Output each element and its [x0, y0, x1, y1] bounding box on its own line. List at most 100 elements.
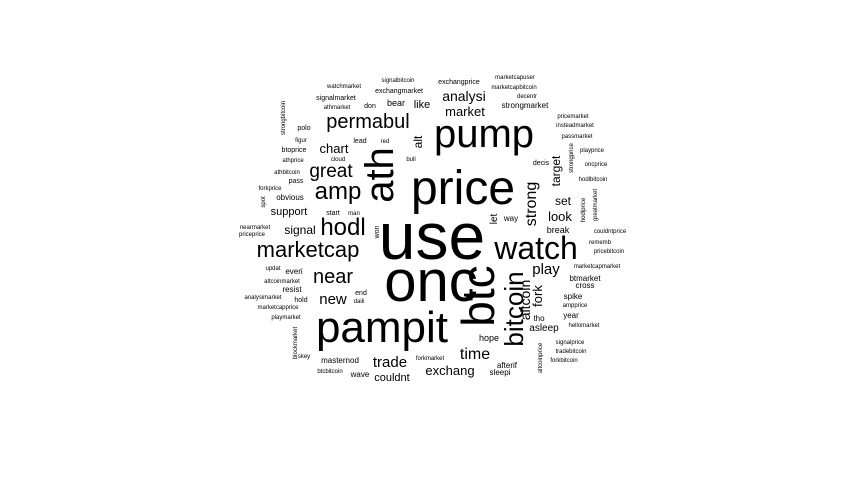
word-break: break [547, 225, 570, 235]
word-signal: signal [284, 223, 315, 237]
word-price: price [411, 162, 515, 215]
word-end: end [355, 290, 367, 297]
word-priceprice: priceprice [239, 232, 266, 238]
word-strongmarket: strongmarket [502, 101, 549, 110]
word-great: great [309, 161, 353, 182]
word-amp: amp [315, 178, 362, 205]
word-look: look [548, 209, 572, 224]
word-athprice: athprice [282, 158, 304, 164]
word-won: won [374, 225, 381, 239]
word-forkbitcoin: forkbitcoin [550, 358, 577, 364]
word-target: target [549, 155, 563, 186]
word-figur: figur [295, 138, 307, 144]
word-greatmarket: greatmarket [593, 189, 599, 221]
word-tho: tho [533, 314, 545, 323]
word-fork: fork [530, 285, 545, 307]
word-marketcapmarket: marketcapmarket [574, 264, 621, 270]
word-btmarket: btmarket [569, 274, 601, 283]
word-near: near [313, 266, 353, 288]
word-skey: skey [298, 354, 310, 360]
word-couldnt: couldnt [374, 372, 409, 384]
word-exchang: exchang [425, 363, 474, 378]
word-signalbitcoin: signalbitcoin [381, 78, 414, 84]
word-set: set [555, 194, 572, 208]
word-oncprice: oncprice [585, 162, 608, 168]
word-obvious: obvious [276, 193, 304, 202]
word-strongbitcoin: strongbitcoin [281, 101, 287, 135]
word-asleep: asleep [529, 323, 559, 334]
word-alt: alt [411, 135, 425, 148]
word-bear: bear [387, 98, 405, 108]
word-marketcapuser: marketcapuser [495, 75, 535, 81]
word-play: play [532, 261, 560, 278]
word-watchmarket: watchmarket [326, 84, 361, 90]
word-cloud: cloud [331, 157, 345, 163]
word-resist: resist [282, 285, 302, 294]
word-lead: lead [353, 138, 366, 145]
word-ath: ath [358, 147, 402, 203]
word-rememb: rememb [589, 240, 612, 246]
word-analysimarket: analysimarket [244, 295, 281, 301]
word-hope: hope [479, 333, 499, 343]
word-marketcapprice: marketcapprice [257, 305, 299, 311]
word-signalmarket: signalmarket [316, 95, 356, 102]
word-start: start [326, 210, 340, 217]
word-forkprice: forkprice [258, 186, 282, 192]
word-onc: onc [384, 249, 478, 314]
word-decis: decis [533, 160, 550, 167]
word-hodlprice: hodlprice [581, 197, 587, 222]
word-everi: everi [285, 267, 303, 276]
word-altcoinmarket: altcoinmarket [264, 279, 300, 285]
word-spot: spot [261, 196, 267, 208]
word-polo: polo [297, 125, 310, 132]
word-passmarket: passmarket [561, 134, 592, 140]
word-hodlbitcoin: hodlbitcoin [579, 177, 608, 183]
word-marketcap: marketcap [257, 237, 360, 262]
word-ampprice: ampprice [563, 303, 588, 309]
word-watch: watch [493, 230, 578, 266]
word-pricebitcoin: pricebitcoin [594, 249, 624, 255]
word-sleepi: sleepi [490, 368, 511, 377]
word-hellomarket: hellomarket [568, 323, 599, 329]
word-use: use [379, 199, 485, 273]
word-red: red [381, 139, 390, 145]
word-pump: pump [434, 112, 534, 156]
word-signalprice: signalprice [556, 340, 585, 346]
word-altcoin: altcoin [517, 280, 533, 320]
word-blockmarket: blockmarket [293, 326, 299, 359]
word-pampit: pampit [316, 303, 448, 352]
word-spike: spike [564, 292, 583, 301]
word-afterif: afterif [497, 361, 518, 370]
word-exchangprice: exchangprice [438, 79, 480, 86]
word-wave: wave [350, 370, 370, 379]
word-bitcoin: bitcoin [499, 271, 529, 346]
word-daili: daili [354, 299, 365, 305]
word-tradebitcoin: tradebitcoin [555, 349, 586, 355]
word-time: time [460, 346, 490, 363]
word-pricemarket: pricemarket [557, 114, 589, 120]
word-cross: cross [575, 281, 594, 290]
word-couldntprice: couldntprice [594, 229, 627, 235]
word-permabul: permabul [326, 111, 409, 133]
word-pass: pass [289, 178, 304, 185]
word-strong: strong [523, 182, 540, 226]
word-chart: chart [320, 141, 349, 156]
word-let: let [489, 213, 500, 224]
word-new: new [319, 291, 347, 308]
word-playmarket: playmarket [271, 315, 301, 321]
word-masternod: masternod [321, 356, 359, 365]
word-exchangmarket: exchangmarket [375, 88, 423, 95]
word-btc: btc [452, 265, 504, 326]
word-bull: bull [406, 157, 415, 163]
word-forkmarket: forkmarket [416, 356, 445, 362]
word-athbitcoin: athbitcoin [274, 170, 300, 176]
word-way: way [503, 214, 518, 223]
word-year: year [563, 311, 579, 320]
word-hold: hold [294, 297, 307, 304]
word-athmarket: athmarket [324, 105, 351, 111]
word-like: like [414, 99, 431, 111]
word-altcoinprice: altcoinprice [538, 342, 544, 373]
word-btcbitcoin: btcbitcoin [317, 369, 342, 375]
word-nearmarket: nearmarket [240, 225, 271, 231]
